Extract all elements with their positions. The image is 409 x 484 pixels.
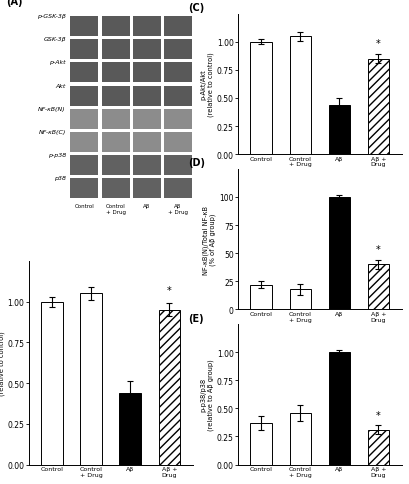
Bar xyxy=(328,106,349,155)
Bar xyxy=(133,110,160,129)
Bar xyxy=(101,179,129,199)
Text: p-GSK-3β: p-GSK-3β xyxy=(37,14,66,19)
Bar xyxy=(289,37,310,155)
Bar xyxy=(101,17,129,37)
Text: Akt: Akt xyxy=(55,83,66,88)
Text: Aβ
+ Drug: Aβ + Drug xyxy=(168,204,188,214)
Bar xyxy=(164,87,191,106)
Text: *: * xyxy=(375,39,380,49)
Bar xyxy=(70,17,98,37)
Bar xyxy=(119,393,141,465)
Bar xyxy=(101,40,129,60)
Bar xyxy=(328,352,349,465)
Text: (A): (A) xyxy=(7,0,23,7)
Bar xyxy=(101,110,129,129)
Text: Aβ: Aβ xyxy=(143,204,150,209)
Bar xyxy=(133,133,160,152)
Bar xyxy=(133,17,160,37)
Bar xyxy=(164,17,191,37)
Text: (E): (E) xyxy=(188,313,204,323)
Bar xyxy=(101,63,129,83)
Bar xyxy=(41,302,63,465)
Bar xyxy=(133,156,160,176)
Bar xyxy=(250,423,271,465)
Bar xyxy=(250,285,271,310)
Bar xyxy=(158,310,180,465)
Bar xyxy=(70,179,98,199)
Bar xyxy=(70,63,98,83)
Text: NF-κB(N): NF-κB(N) xyxy=(38,106,66,111)
Bar xyxy=(133,179,160,199)
Bar xyxy=(101,156,129,176)
Y-axis label: NF-κB(N)/Total NF-κB
(% of Aβ group): NF-κB(N)/Total NF-κB (% of Aβ group) xyxy=(202,205,216,274)
Bar xyxy=(164,179,191,199)
Bar xyxy=(133,87,160,106)
Bar xyxy=(70,156,98,176)
Text: *: * xyxy=(166,286,171,296)
Bar xyxy=(250,43,271,155)
Text: Control: Control xyxy=(74,204,94,209)
Bar xyxy=(164,110,191,129)
Bar xyxy=(80,294,102,465)
Bar xyxy=(70,40,98,60)
Bar xyxy=(133,40,160,60)
Text: (D): (D) xyxy=(188,158,205,168)
Bar xyxy=(289,413,310,465)
Text: Control
+ Drug: Control + Drug xyxy=(106,204,125,214)
Bar xyxy=(367,430,388,465)
Bar xyxy=(101,133,129,152)
Bar xyxy=(164,156,191,176)
Bar xyxy=(367,60,388,155)
Bar xyxy=(101,87,129,106)
Text: GSK-3β: GSK-3β xyxy=(43,37,66,42)
Text: NF-κB(C): NF-κB(C) xyxy=(38,130,66,135)
Bar xyxy=(164,133,191,152)
Bar xyxy=(164,40,191,60)
Y-axis label: p-Akt/Akt
(relative to control): p-Akt/Akt (relative to control) xyxy=(200,52,213,117)
Text: *: * xyxy=(375,410,380,420)
Text: (C): (C) xyxy=(188,3,204,13)
Bar xyxy=(367,265,388,310)
Bar xyxy=(328,197,349,310)
Bar xyxy=(289,289,310,310)
Text: *: * xyxy=(375,245,380,255)
Y-axis label: p-GSK-3β/GSK-3β
(relative to control): p-GSK-3β/GSK-3β (relative to control) xyxy=(0,331,5,395)
Text: p-Akt: p-Akt xyxy=(49,60,66,65)
Bar xyxy=(164,63,191,83)
Bar xyxy=(70,133,98,152)
Y-axis label: p-p38/p38
(relative to Aβ group): p-p38/p38 (relative to Aβ group) xyxy=(200,359,213,430)
Bar xyxy=(70,87,98,106)
Text: p38: p38 xyxy=(54,176,66,181)
Bar xyxy=(133,63,160,83)
Text: p-p38: p-p38 xyxy=(47,153,66,158)
Bar xyxy=(70,110,98,129)
